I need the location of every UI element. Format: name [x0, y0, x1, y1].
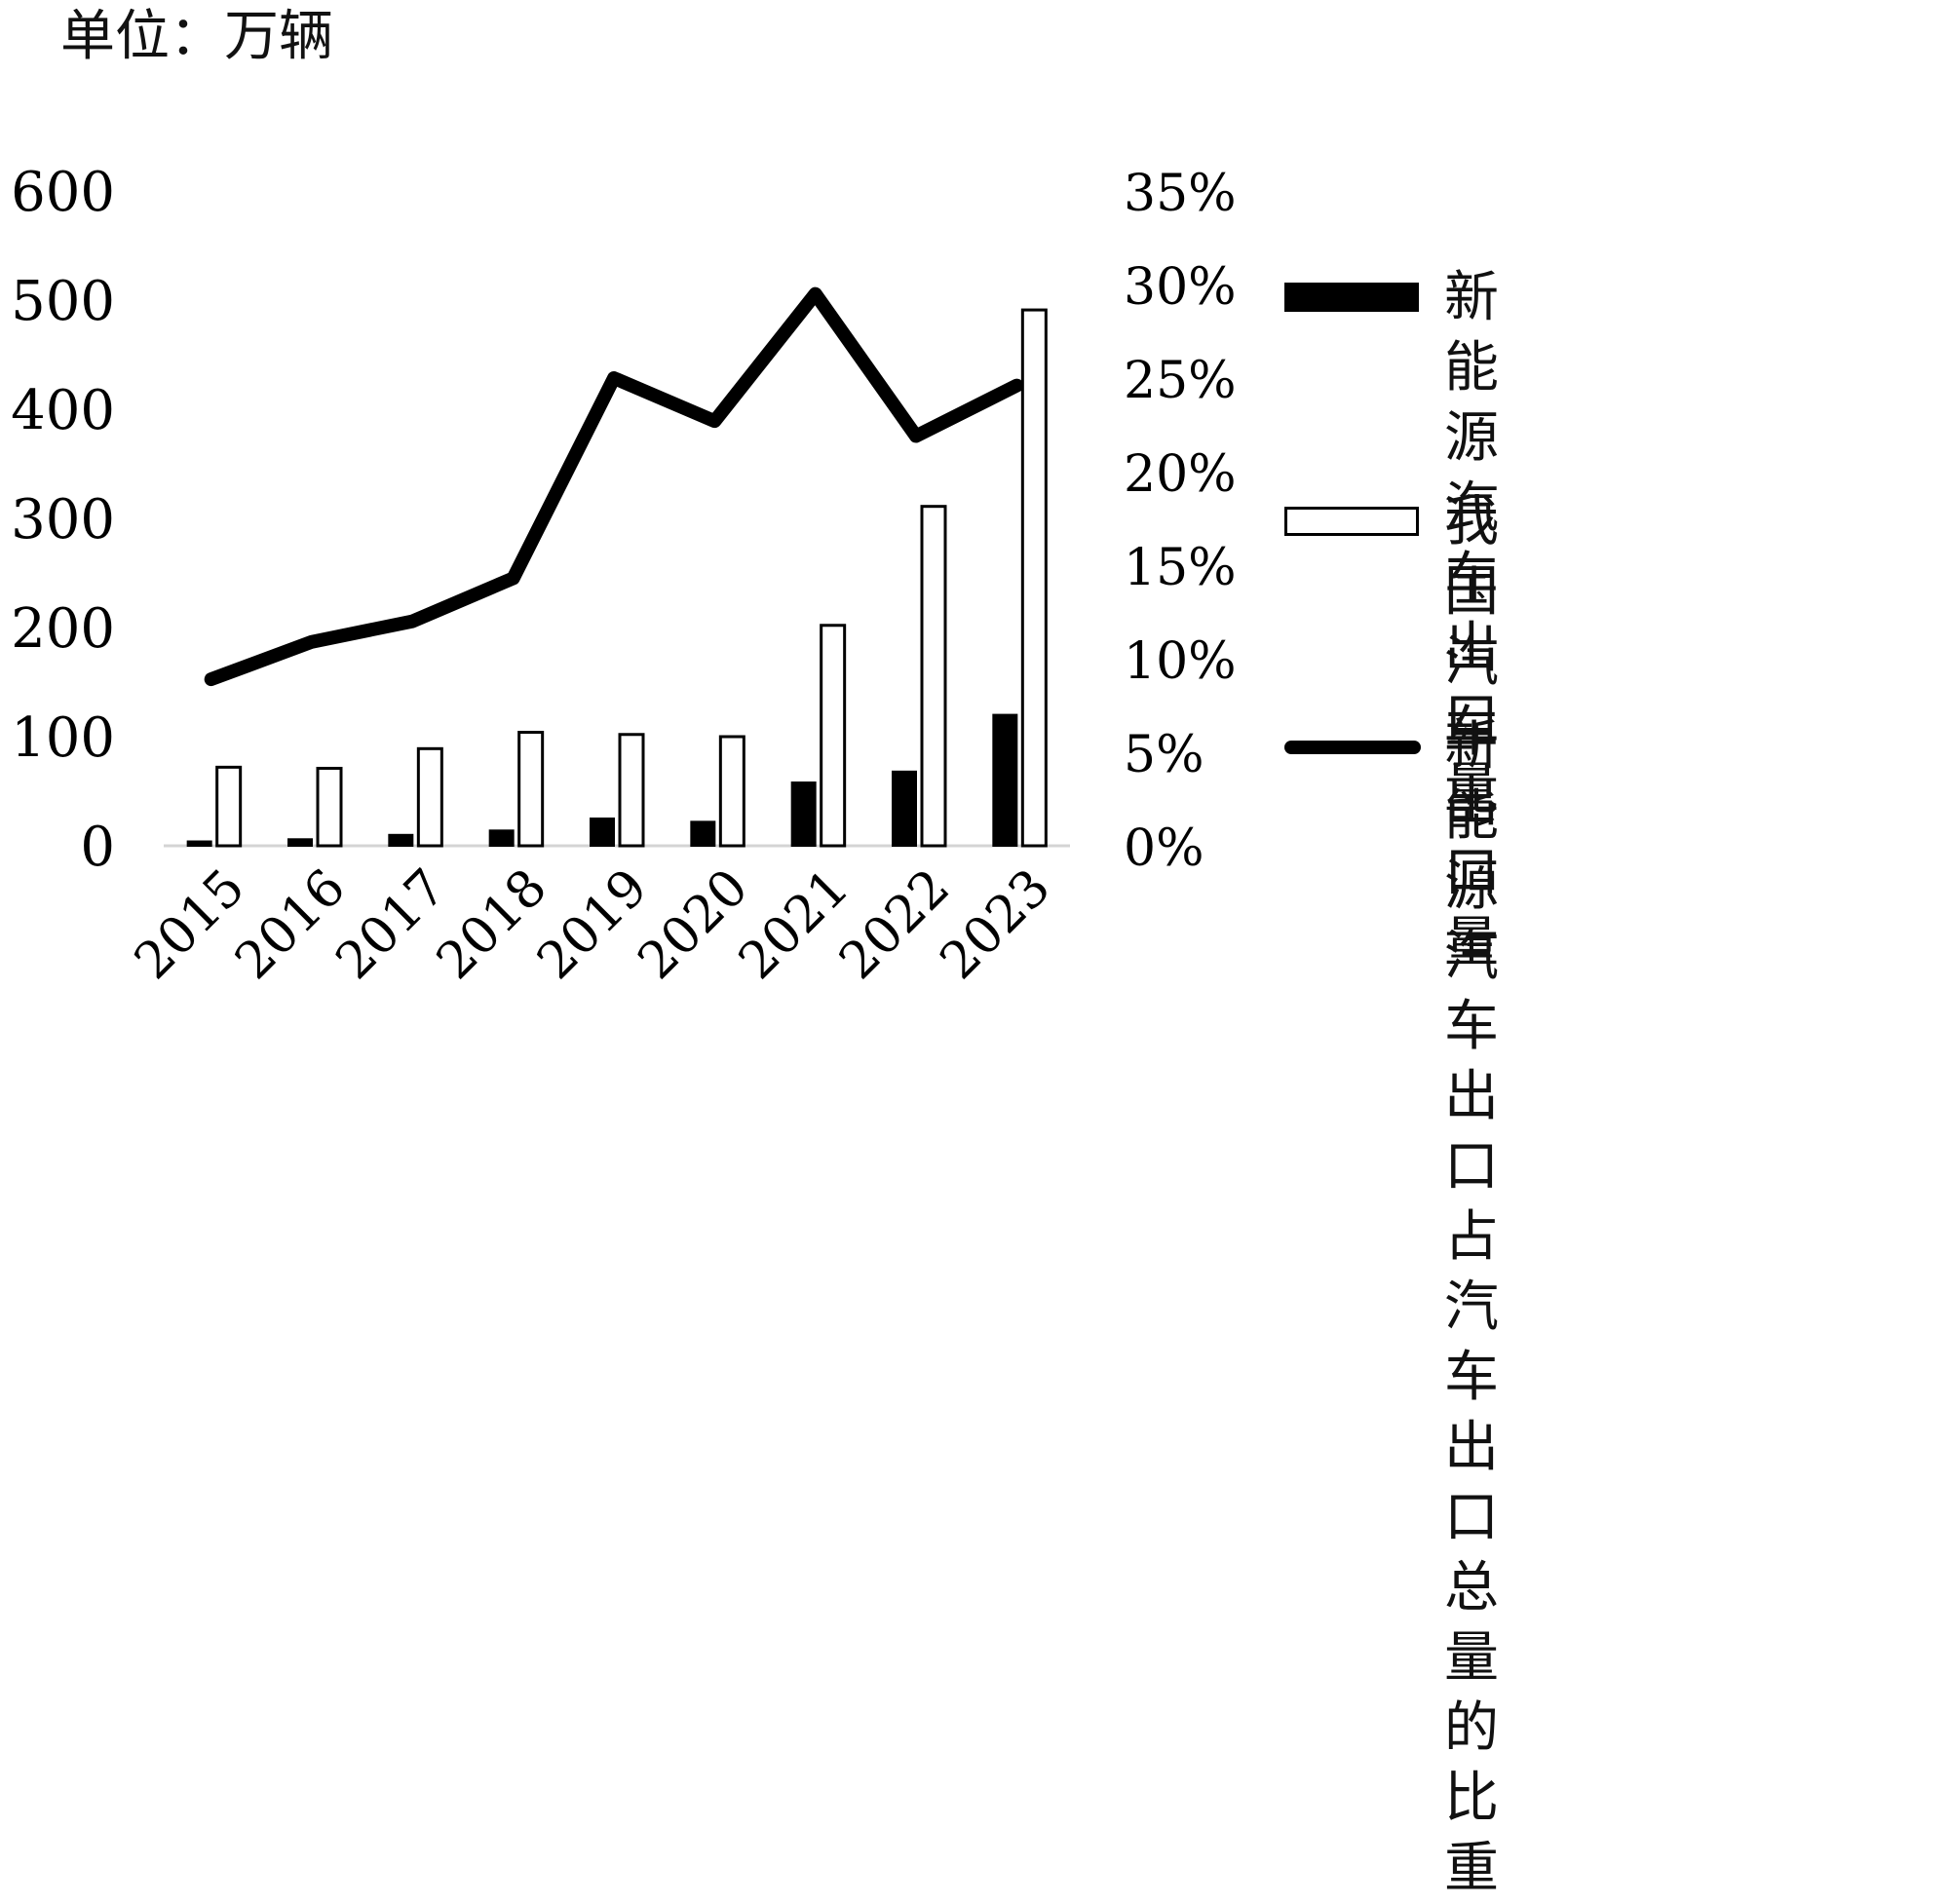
- x-tick-label: 2017: [325, 858, 458, 991]
- y-right-tick-label: 5%: [1124, 726, 1204, 784]
- y-left-tick-label: 400: [11, 379, 115, 442]
- y-right-tick-label: 30%: [1124, 258, 1237, 317]
- line-nev-share: [204, 286, 1024, 687]
- x-tick-label: 2021: [728, 858, 860, 991]
- bar-nev-export: [992, 713, 1018, 847]
- bar-nev-export: [287, 838, 313, 848]
- legend-label-share: 新能源汽车出口 占汽车出口总量 的比重: [1444, 714, 1499, 1900]
- x-tick-label: 2020: [628, 858, 760, 991]
- y-left-tick-label: 300: [11, 488, 115, 552]
- bar-total-export: [618, 733, 645, 848]
- x-tick-label: 2015: [124, 858, 256, 991]
- y-left-tick-label: 100: [11, 706, 115, 770]
- legend: 新能源汽车出口量 我国汽车出口量 新能源汽车出口 占汽车出口总量 的比重: [1284, 0, 1949, 1900]
- x-tick-label: 2019: [526, 858, 659, 991]
- bar-total-export: [517, 731, 545, 848]
- unit-label: 单位：万辆: [60, 5, 333, 68]
- bar-total-export: [416, 746, 443, 848]
- y-right-tick-label: 35%: [1124, 165, 1237, 223]
- y-left-tick-label: 600: [11, 161, 115, 224]
- x-tick-label: 2018: [426, 858, 558, 991]
- bar-total-export: [1020, 308, 1048, 848]
- bar-total-export: [718, 735, 745, 848]
- legend-swatch-black-bar: [1284, 283, 1419, 312]
- y-left-tick-label: 500: [11, 270, 115, 333]
- legend-swatch-white-bar: [1284, 507, 1419, 536]
- y-right-tick-label: 20%: [1124, 445, 1237, 504]
- y-right-tick-label: 15%: [1124, 539, 1237, 597]
- bar-total-export: [316, 766, 343, 848]
- bar-nev-export: [488, 829, 515, 848]
- bar-nev-export: [388, 833, 414, 847]
- legend-label-total-export: 我国汽车出口量: [1444, 490, 1499, 974]
- legend-label-nev-export: 新能源汽车出口量: [1444, 266, 1499, 820]
- legend-swatch-line: [1284, 741, 1421, 754]
- x-tick-label: 2016: [224, 858, 357, 991]
- bar-total-export: [215, 765, 243, 848]
- bar-nev-export: [186, 840, 212, 848]
- y-right-tick-label: 25%: [1124, 352, 1237, 410]
- x-tick-label: 2022: [828, 858, 961, 991]
- bar-nev-export: [590, 818, 615, 847]
- bar-nev-export: [690, 820, 716, 847]
- bar-nev-export: [790, 781, 817, 847]
- x-tick-label: 2023: [930, 858, 1062, 991]
- bar-total-export: [820, 624, 847, 848]
- chart-svg: 0 100 200 300 400 500 600 0% 5% 10% 15% 20% 25% 30% 35…: [11, 161, 1237, 991]
- y-left-tick-label: 200: [11, 597, 115, 661]
- y-right-tick-label: 0%: [1124, 819, 1204, 878]
- bar-total-export: [920, 505, 947, 848]
- bar-nev-export: [892, 770, 917, 848]
- y-right-tick-label: 10%: [1124, 632, 1237, 691]
- y-left-tick-label: 0: [80, 816, 115, 879]
